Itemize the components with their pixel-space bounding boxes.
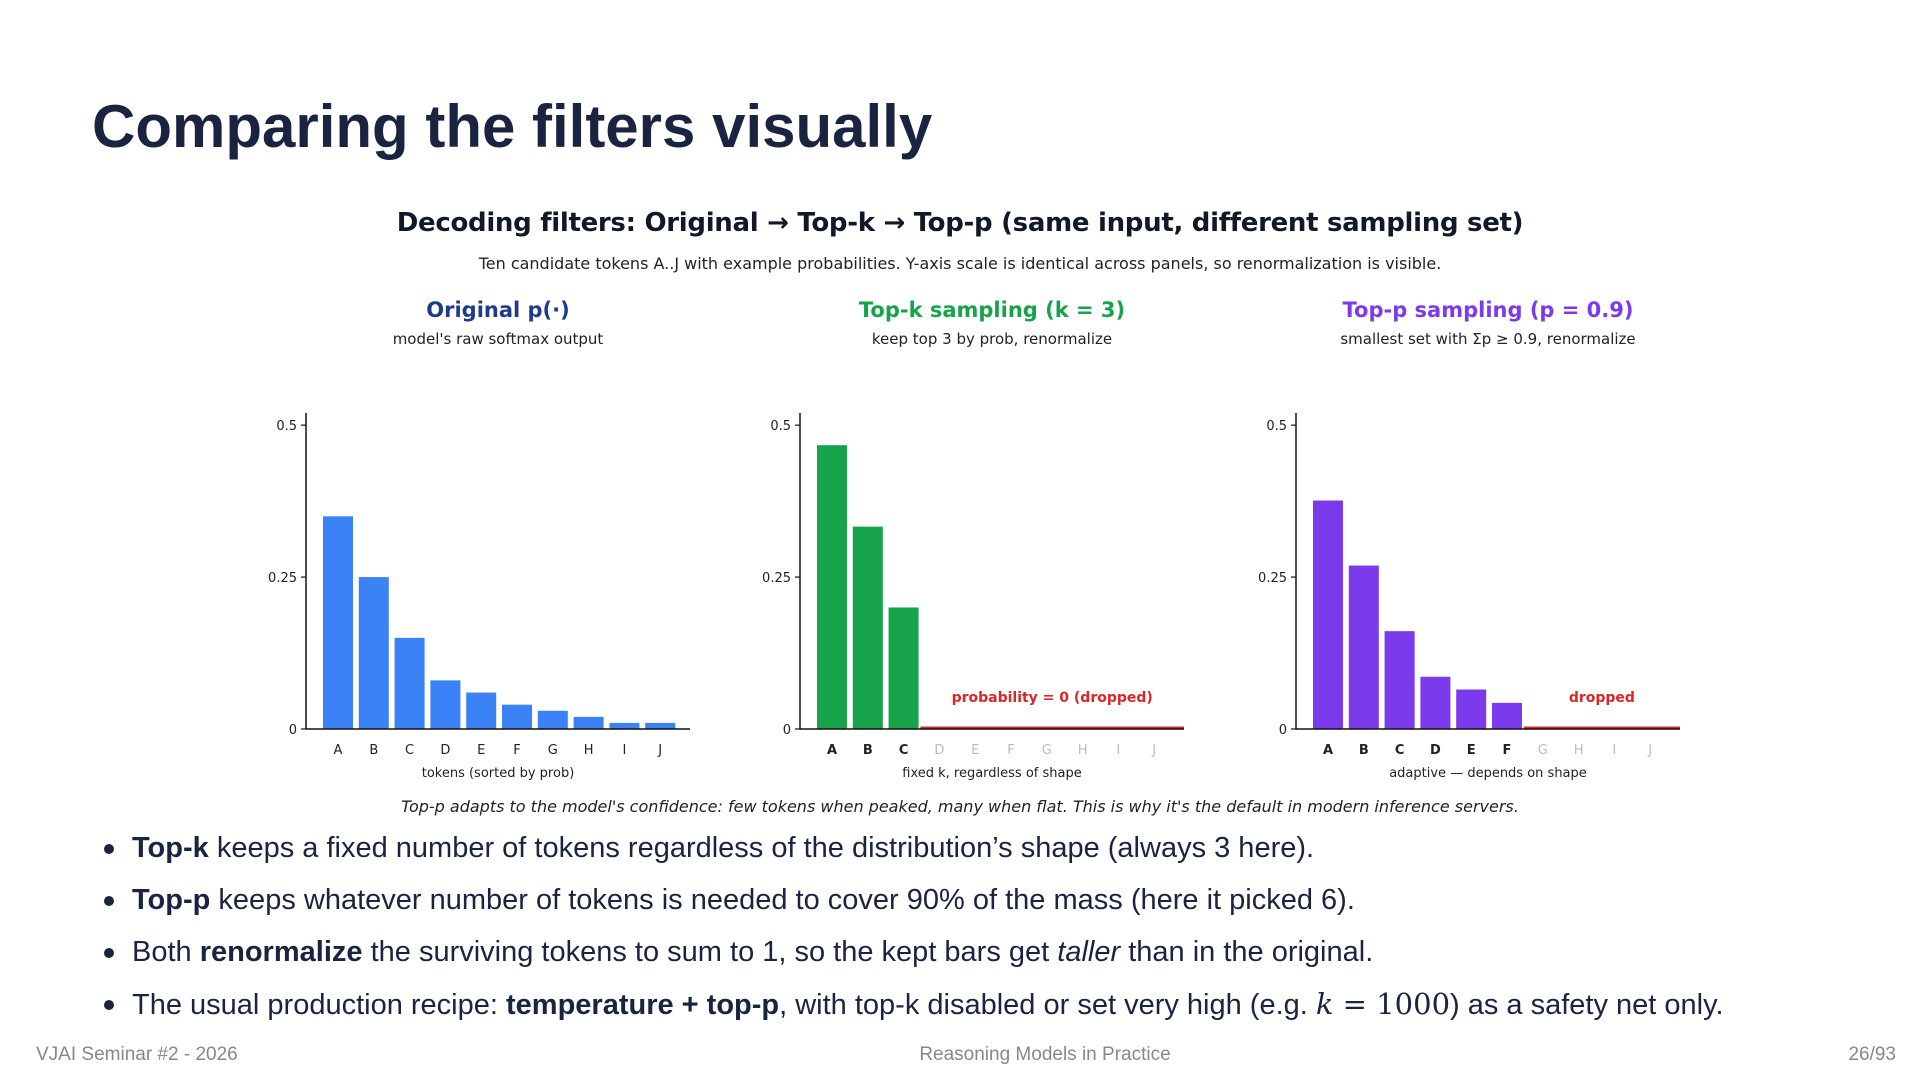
bar-topp-B	[1348, 565, 1379, 729]
footer-right: 26/93	[1848, 1044, 1896, 1065]
x-tick-label-topk: G	[1042, 743, 1052, 758]
y-tick-label-topk: 0.5	[770, 419, 791, 434]
bar-original-E	[466, 692, 497, 729]
bullet-text: than in the original.	[1120, 936, 1374, 968]
math-expression: k = 1000	[1316, 987, 1450, 1021]
bar-original-B	[358, 577, 389, 729]
x-tick-label-original: D	[440, 743, 450, 758]
x-tick-label-original: J	[657, 743, 662, 758]
footer-left: VJAI Seminar #2 - 2026	[36, 1044, 238, 1065]
x-tick-label-topk: H	[1078, 743, 1088, 758]
x-axis-label-original: tokens (sorted by prob)	[422, 766, 575, 781]
bullet-text: , with top-k disabled or set very high (…	[779, 989, 1316, 1021]
y-tick-label-topk: 0	[783, 723, 791, 738]
bar-topp-A	[1313, 500, 1343, 729]
x-tick-label-topk: C	[899, 743, 909, 758]
x-tick-label-topp: A	[1323, 743, 1333, 758]
x-tick-label-topp: H	[1574, 743, 1584, 758]
bullet-text: Both	[132, 936, 200, 968]
bar-original-D	[430, 680, 461, 729]
y-tick-label-topp: 0.25	[1258, 571, 1287, 586]
bullet-text: ) as a safety net only.	[1450, 989, 1724, 1021]
bullet-bold: Top-k	[132, 832, 209, 864]
bullet-bold: Top-p	[132, 884, 211, 916]
bullet-item: Both renormalize the surviving tokens to…	[100, 932, 1880, 984]
bullet-item: The usual production recipe: temperature…	[100, 984, 1880, 1036]
bullet-text: the surviving tokens to sum to 1, so the…	[362, 936, 1058, 968]
bullet-bold: temperature + top-p	[506, 989, 780, 1021]
panel-subtitle-topp: smallest set with Σp ≥ 0.9, renormalize	[1340, 330, 1636, 348]
bullet-emphasis: taller	[1057, 936, 1121, 968]
math-variable: k	[1315, 987, 1334, 1021]
bar-original-A	[323, 516, 353, 729]
panel-subtitle-topk: keep top 3 by prob, renormalize	[871, 330, 1113, 348]
x-tick-label-topp: B	[1359, 743, 1369, 758]
bullet-text: keeps whatever number of tokens is neede…	[210, 884, 1355, 916]
math-number: 1000	[1376, 987, 1451, 1021]
figure-title: Decoding filters: Original → Top-k → Top…	[396, 208, 1524, 238]
x-tick-label-topk: B	[863, 743, 873, 758]
bar-topk-A	[817, 445, 847, 729]
bar-original-J	[645, 722, 676, 729]
x-tick-label-original: E	[477, 743, 485, 758]
bar-topp-E	[1456, 689, 1487, 729]
panel-subtitle-original: model's raw softmax output	[392, 330, 604, 348]
x-tick-label-topk: E	[971, 743, 979, 758]
x-tick-label-original: B	[369, 743, 378, 758]
x-tick-label-topp: D	[1430, 743, 1441, 758]
x-tick-label-original: H	[584, 743, 594, 758]
y-tick-label-original: 0.25	[268, 571, 297, 586]
panel-title-original: Original p(·)	[426, 298, 570, 322]
x-tick-label-original: A	[334, 743, 343, 758]
y-tick-label-topk: 0.25	[762, 571, 791, 586]
bullet-item: Top-k keeps a fixed number of tokens reg…	[100, 828, 1880, 880]
bullet-bold: renormalize	[199, 936, 363, 968]
bar-topp-C	[1384, 631, 1415, 729]
x-tick-label-topp: J	[1647, 743, 1652, 758]
x-tick-label-topp: C	[1395, 743, 1405, 758]
y-tick-label-topp: 0.5	[1266, 419, 1287, 434]
y-tick-label-original: 0	[289, 723, 297, 738]
y-tick-label-original: 0.5	[276, 419, 297, 434]
bar-topk-C	[888, 607, 919, 729]
panel-title-topp: Top-p sampling (p = 0.9)	[1342, 298, 1634, 322]
x-tick-label-topp: I	[1612, 743, 1616, 758]
figure-caption: Top-p adapts to the model's confidence: …	[401, 797, 1519, 816]
panel-title-topk: Top-k sampling (k = 3)	[858, 298, 1126, 322]
x-axis-label-topk: fixed k, regardless of shape	[902, 766, 1081, 781]
x-tick-label-original: G	[548, 743, 558, 758]
math-equals: =	[1333, 987, 1377, 1021]
bullet-item: Top-p keeps whatever number of tokens is…	[100, 880, 1880, 932]
bar-topp-F	[1492, 702, 1522, 729]
figure-subtitle: Ten candidate tokens A..J with example p…	[478, 254, 1442, 273]
bar-topk-B	[852, 526, 883, 729]
x-tick-label-topp: F	[1503, 743, 1512, 758]
bar-original-F	[502, 704, 532, 729]
footer-center: Reasoning Models in Practice	[919, 1044, 1171, 1065]
bar-topp-D	[1420, 676, 1451, 729]
x-tick-label-topp: G	[1538, 743, 1548, 758]
x-tick-label-original: I	[622, 743, 626, 758]
x-tick-label-original: C	[405, 743, 414, 758]
slide-title: Comparing the filters visually	[92, 93, 933, 160]
bullet-list: Top-k keeps a fixed number of tokens reg…	[100, 828, 1880, 1036]
x-tick-label-topk: A	[827, 743, 837, 758]
bullet-text: keeps a fixed number of tokens regardles…	[208, 832, 1315, 864]
bar-original-H	[573, 716, 604, 729]
x-axis-label-topp: adaptive — depends on shape	[1389, 766, 1587, 781]
x-tick-label-topk: J	[1151, 743, 1156, 758]
x-tick-label-topk: D	[934, 743, 944, 758]
bar-original-C	[394, 637, 425, 729]
bullet-text: The usual production recipe:	[132, 989, 506, 1021]
y-tick-label-topp: 0	[1279, 723, 1287, 738]
x-tick-label-original: F	[513, 743, 520, 758]
x-tick-label-topk: I	[1116, 743, 1120, 758]
bar-original-G	[537, 710, 568, 729]
dropped-annotation-topk: probability = 0 (dropped)	[952, 690, 1153, 706]
x-tick-label-topp: E	[1467, 743, 1476, 758]
x-tick-label-topk: F	[1007, 743, 1014, 758]
bar-original-I	[609, 722, 640, 729]
dropped-annotation-topp: dropped	[1569, 690, 1635, 706]
